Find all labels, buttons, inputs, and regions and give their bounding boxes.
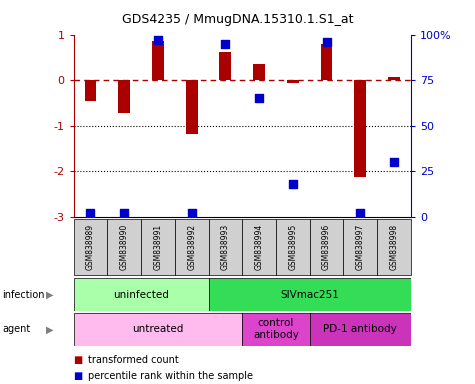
Text: GSM838997: GSM838997 — [356, 223, 365, 270]
Text: control
antibody: control antibody — [253, 318, 299, 340]
Text: ■: ■ — [74, 355, 83, 365]
Text: GSM838995: GSM838995 — [288, 223, 297, 270]
Bar — [118, 80, 130, 113]
Text: GSM838994: GSM838994 — [255, 223, 264, 270]
Point — [221, 41, 229, 47]
Bar — [276, 219, 310, 275]
Point — [356, 210, 364, 217]
Bar — [354, 80, 366, 177]
Point — [289, 181, 296, 187]
Point — [121, 210, 128, 217]
Text: GDS4235 / MmugDNA.15310.1.S1_at: GDS4235 / MmugDNA.15310.1.S1_at — [122, 13, 353, 26]
Bar — [209, 278, 411, 311]
Text: ■: ■ — [74, 371, 83, 381]
Text: ▶: ▶ — [46, 290, 54, 300]
Text: GSM838998: GSM838998 — [390, 223, 399, 270]
Text: GSM838990: GSM838990 — [120, 223, 129, 270]
Bar — [388, 76, 400, 80]
Bar — [321, 44, 332, 80]
Text: GSM838991: GSM838991 — [153, 223, 162, 270]
Point — [323, 39, 331, 45]
Bar — [85, 80, 96, 101]
Point — [188, 210, 196, 217]
Bar — [74, 278, 209, 311]
Text: PD-1 antibody: PD-1 antibody — [323, 324, 397, 334]
Text: GSM838996: GSM838996 — [322, 223, 331, 270]
Text: ▶: ▶ — [46, 324, 54, 334]
Bar — [186, 80, 198, 134]
Bar — [287, 80, 299, 83]
Point — [86, 210, 94, 217]
Point — [256, 95, 263, 101]
Bar — [152, 41, 164, 80]
Text: untreated: untreated — [132, 324, 184, 334]
Bar — [310, 313, 411, 346]
Text: infection: infection — [2, 290, 45, 300]
Bar — [74, 219, 107, 275]
Text: SIVmac251: SIVmac251 — [280, 290, 339, 300]
Bar — [242, 219, 276, 275]
Bar — [175, 219, 209, 275]
Point — [390, 159, 398, 166]
Bar — [253, 64, 265, 80]
Text: percentile rank within the sample: percentile rank within the sample — [88, 371, 253, 381]
Point — [154, 37, 162, 43]
Bar — [343, 219, 377, 275]
Text: GSM838989: GSM838989 — [86, 223, 95, 270]
Text: GSM838992: GSM838992 — [187, 223, 196, 270]
Bar — [107, 219, 141, 275]
Text: uninfected: uninfected — [113, 290, 169, 300]
Bar — [310, 219, 343, 275]
Bar — [209, 219, 242, 275]
Text: agent: agent — [2, 324, 30, 334]
Bar — [219, 52, 231, 80]
Bar — [377, 219, 411, 275]
Bar — [74, 313, 242, 346]
Bar — [242, 313, 310, 346]
Text: transformed count: transformed count — [88, 355, 179, 365]
Bar — [141, 219, 175, 275]
Text: GSM838993: GSM838993 — [221, 223, 230, 270]
